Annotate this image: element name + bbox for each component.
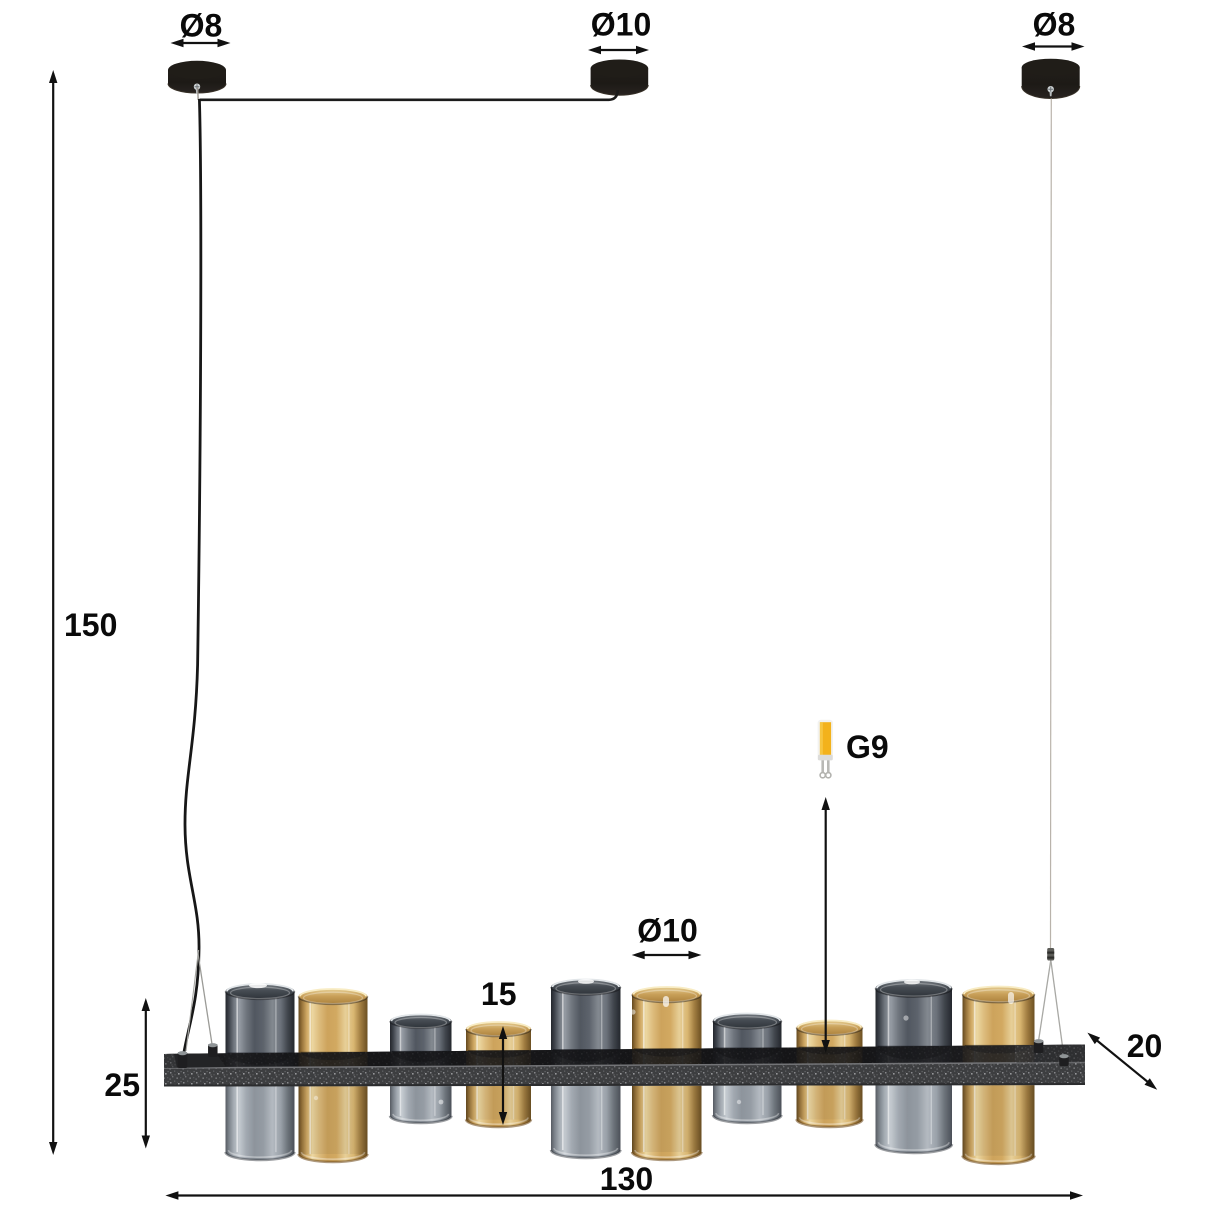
svg-text:G9: G9 [846,729,889,765]
svg-text:150: 150 [64,607,117,643]
svg-text:15: 15 [481,976,517,1012]
svg-text:Ø10: Ø10 [591,7,651,43]
svg-text:Ø10: Ø10 [637,913,697,949]
svg-text:Ø8: Ø8 [180,8,223,44]
svg-text:Ø8: Ø8 [1033,7,1076,43]
svg-text:20: 20 [1127,1028,1163,1064]
svg-text:130: 130 [600,1161,653,1197]
svg-text:25: 25 [104,1067,140,1103]
